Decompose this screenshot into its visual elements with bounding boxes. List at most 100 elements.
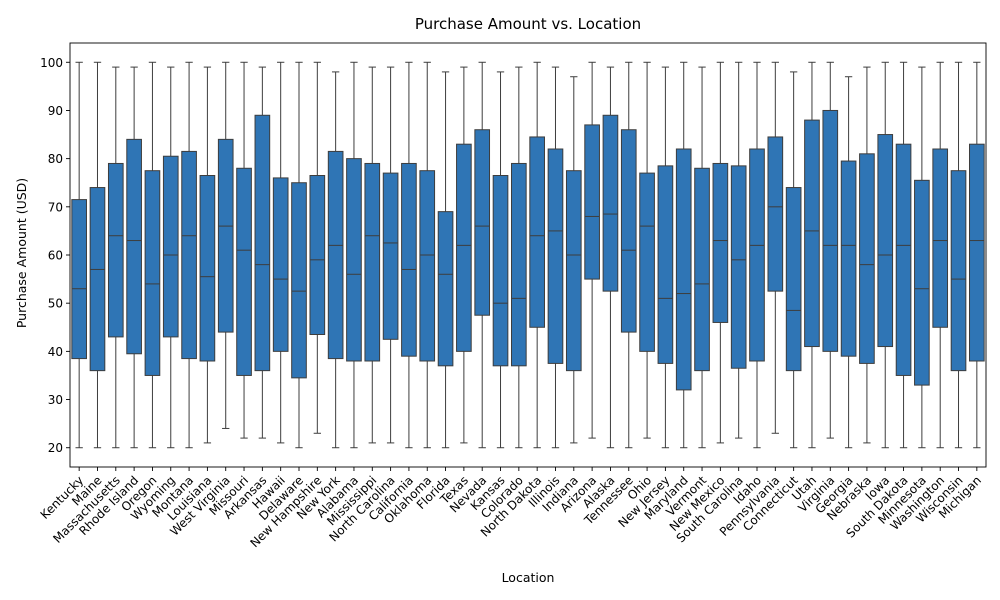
box-group [327, 71, 344, 449]
y-tick-label: 90 [48, 104, 63, 118]
iqr-box [529, 136, 545, 328]
iqr-box [785, 187, 802, 372]
box-group [675, 61, 692, 449]
iqr-box [456, 143, 472, 352]
iqr-box [254, 114, 271, 372]
y-tick-label: 60 [48, 249, 63, 263]
box-group [437, 71, 454, 449]
iqr-box [639, 172, 655, 352]
box-group [694, 66, 710, 449]
iqr-box [401, 162, 417, 357]
y-tick-label: 40 [48, 345, 63, 359]
box-group [364, 66, 381, 444]
iqr-box [914, 179, 930, 386]
iqr-box [382, 172, 399, 340]
iqr-box [327, 150, 344, 360]
box-group [932, 61, 949, 449]
iqr-box [932, 148, 949, 328]
box-group [565, 76, 582, 444]
box-group [181, 61, 197, 449]
y-tick-label: 20 [48, 441, 63, 455]
box-group [236, 61, 252, 439]
iqr-box [877, 134, 894, 348]
iqr-box [474, 129, 491, 316]
box-group [272, 61, 289, 444]
plot-frame [69, 42, 987, 468]
box-group [291, 61, 307, 449]
box-group [914, 66, 930, 449]
iqr-box [859, 153, 875, 364]
box-group [346, 61, 362, 449]
box-group [877, 61, 894, 449]
iqr-box [749, 148, 765, 362]
iqr-box [71, 199, 87, 360]
iqr-box [804, 119, 820, 348]
iqr-box [547, 148, 564, 364]
iqr-box [199, 175, 216, 362]
iqr-box [291, 182, 307, 379]
box-group [822, 61, 839, 439]
box-group [785, 71, 802, 449]
box-group [639, 61, 655, 439]
iqr-box [107, 162, 124, 338]
iqr-box [675, 148, 692, 391]
box-group [401, 61, 417, 449]
iqr-box [126, 138, 142, 355]
box-group [309, 61, 326, 434]
box-group [730, 61, 747, 439]
iqr-box [236, 167, 252, 376]
iqr-box [511, 162, 527, 367]
box-group [584, 61, 600, 439]
box-group [217, 61, 234, 429]
iqr-box [840, 160, 857, 357]
x-axis-label: Location [502, 570, 555, 585]
box-group [969, 61, 985, 449]
box-group [529, 61, 545, 449]
box-group [620, 61, 637, 449]
y-tick-label: 50 [48, 297, 63, 311]
iqr-box [346, 158, 362, 362]
iqr-box [89, 187, 106, 372]
box-group [895, 61, 912, 449]
box-group [126, 66, 142, 449]
iqr-box [657, 165, 674, 364]
box-group [511, 66, 527, 449]
boxes-layer [71, 61, 985, 449]
box-group [767, 61, 784, 434]
iqr-box [730, 165, 747, 369]
iqr-box [767, 136, 784, 292]
box-group [162, 66, 179, 449]
iqr-box [694, 167, 710, 372]
iqr-box [364, 162, 381, 362]
box-group [419, 61, 436, 449]
iqr-box [712, 162, 729, 323]
iqr-box [309, 175, 326, 335]
box-group [199, 66, 216, 444]
iqr-box [950, 170, 967, 372]
box-group [107, 66, 124, 449]
box-group [492, 71, 509, 449]
box-group [89, 61, 106, 449]
box-group [859, 66, 875, 444]
box-group [749, 61, 765, 449]
box-group [382, 66, 399, 444]
y-tick-label: 80 [48, 152, 63, 166]
iqr-box [602, 114, 619, 292]
iqr-box [437, 211, 454, 367]
box-group [254, 66, 271, 439]
box-group [804, 61, 820, 449]
iqr-box [181, 150, 197, 360]
y-tick-label: 70 [48, 200, 63, 214]
iqr-box [620, 129, 637, 333]
box-group [547, 66, 564, 449]
box-group [474, 61, 491, 449]
box-group [71, 61, 87, 449]
iqr-box [895, 143, 912, 376]
iqr-box [217, 138, 234, 333]
box-group [950, 61, 967, 449]
iqr-box [822, 109, 839, 352]
chart-title: Purchase Amount vs. Location [415, 15, 641, 33]
box-group [602, 66, 619, 449]
iqr-box [272, 177, 289, 352]
